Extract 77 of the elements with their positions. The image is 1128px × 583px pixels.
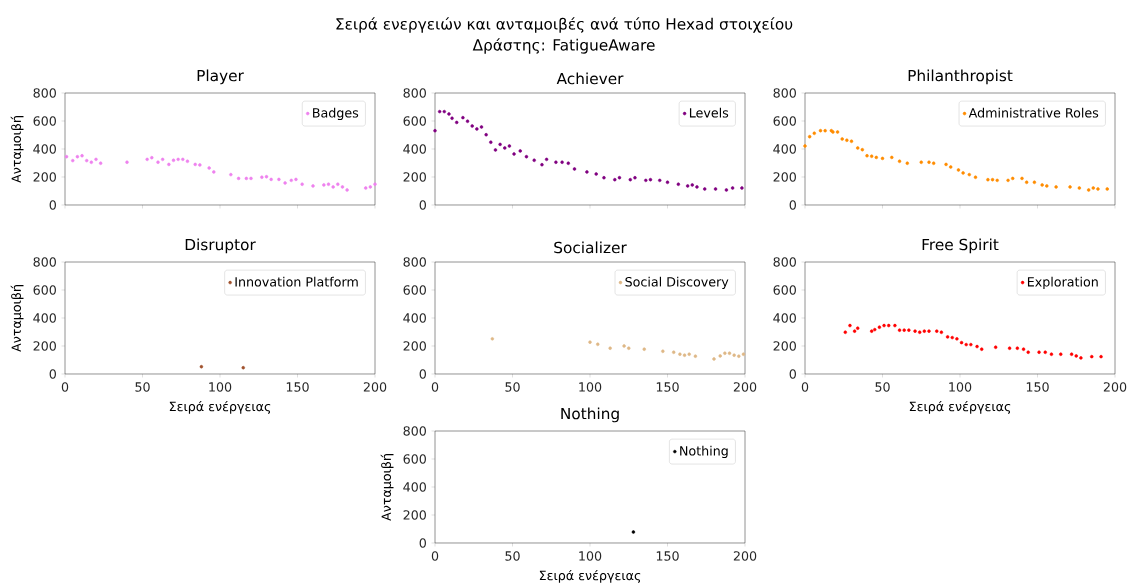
legend-label: Badges	[313, 107, 359, 121]
y-tick-label: 800	[773, 257, 796, 267]
x-tick-label: 100	[579, 382, 602, 392]
y-tick-label: 400	[773, 144, 796, 154]
x-tick-label: 50	[875, 382, 890, 392]
y-tick-label: 800	[773, 88, 796, 98]
x-tick-label: 0	[431, 551, 439, 561]
chart-title: Nothing	[561, 407, 619, 423]
y-tick-label: 800	[403, 426, 426, 436]
y-tick-label: 0	[49, 369, 56, 379]
x-axis-title: Σειρά ενέργειας	[539, 569, 641, 583]
y-axis-title: Ανταμοιβή	[10, 116, 24, 183]
legend-label: Social Discovery	[625, 276, 729, 290]
legend-label: Nothing	[680, 445, 728, 459]
x-tick-label: 50	[135, 382, 150, 392]
x-tick-label: 0	[801, 382, 809, 392]
y-tick-label: 0	[419, 200, 426, 210]
x-axis-title: Σειρά ενέργειας	[169, 400, 271, 414]
y-tick-label: 0	[419, 538, 426, 548]
y-tick-label: 600	[773, 116, 796, 126]
text: Σειρά ενεργειών και ανταμοιβές ανά τύπο Hexad στοιχείου	[336, 17, 793, 33]
y-tick-label: 400	[403, 482, 426, 492]
y-tick-label: 200	[773, 341, 796, 351]
x-tick-label: 0	[431, 382, 439, 392]
y-tick-label: 400	[403, 313, 426, 323]
y-tick-label: 400	[403, 144, 426, 154]
chart-title: Free Spirit	[922, 238, 999, 254]
chart-title: Player	[197, 69, 244, 85]
y-tick-label: 800	[33, 257, 56, 267]
x-tick-label: 150	[656, 551, 679, 561]
y-tick-label: 200	[33, 341, 56, 351]
legend-label: Innovation Platform	[235, 276, 358, 287]
y-tick-label: 0	[789, 369, 796, 379]
x-tick-label: 100	[209, 382, 232, 392]
y-tick-label: 600	[773, 285, 796, 295]
y-tick-label: 0	[789, 200, 796, 210]
y-tick-label: 800	[403, 257, 426, 267]
chart-title: Socializer	[554, 241, 627, 254]
x-tick-label: 100	[949, 382, 972, 392]
y-tick-label: 400	[33, 313, 56, 323]
x-tick-label: 150	[656, 382, 679, 392]
y-tick-label: 400	[33, 144, 56, 154]
x-tick-label: 200	[1103, 382, 1127, 392]
x-tick-label: 200	[363, 382, 387, 392]
chart-title: Achiever	[556, 72, 624, 85]
y-tick-label: 600	[403, 454, 426, 464]
y-tick-label: 600	[33, 285, 56, 295]
y-tick-label: 600	[403, 285, 426, 295]
y-tick-label: 200	[403, 510, 426, 520]
x-tick-label: 200	[733, 551, 757, 561]
y-tick-label: 0	[419, 369, 426, 379]
y-tick-label: 200	[33, 172, 56, 182]
x-axis-title: Σειρά ενέργειας	[909, 400, 1011, 414]
x-tick-label: 100	[579, 551, 602, 561]
y-tick-label: 600	[403, 116, 426, 126]
y-tick-label: 200	[403, 172, 426, 182]
y-tick-label: 0	[49, 200, 56, 210]
y-tick-label: 800	[33, 88, 56, 98]
text: Δράστης: FatigueAware	[472, 38, 655, 54]
y-tick-label: 200	[773, 172, 796, 182]
x-tick-label: 150	[1026, 382, 1049, 392]
x-tick-label: 200	[733, 382, 757, 392]
x-tick-label: 50	[505, 551, 520, 561]
y-tick-label: 800	[403, 88, 426, 98]
legend-label: Exploration	[1027, 276, 1098, 290]
y-axis-title: Ανταμοιβή	[380, 454, 394, 521]
chart-title: Philanthropist	[908, 69, 1013, 85]
y-tick-label: 600	[33, 116, 56, 126]
y-tick-label: 200	[403, 341, 426, 351]
chart-title: Disruptor	[185, 238, 256, 254]
y-tick-label: 400	[773, 313, 796, 323]
x-tick-label: 50	[505, 382, 520, 392]
x-tick-label: 0	[61, 382, 69, 392]
x-tick-label: 150	[286, 382, 309, 392]
legend-label: Administrative Roles	[968, 107, 1099, 118]
legend-label: Levels	[689, 107, 729, 118]
y-axis-title: Ανταμοιβή	[10, 285, 24, 352]
